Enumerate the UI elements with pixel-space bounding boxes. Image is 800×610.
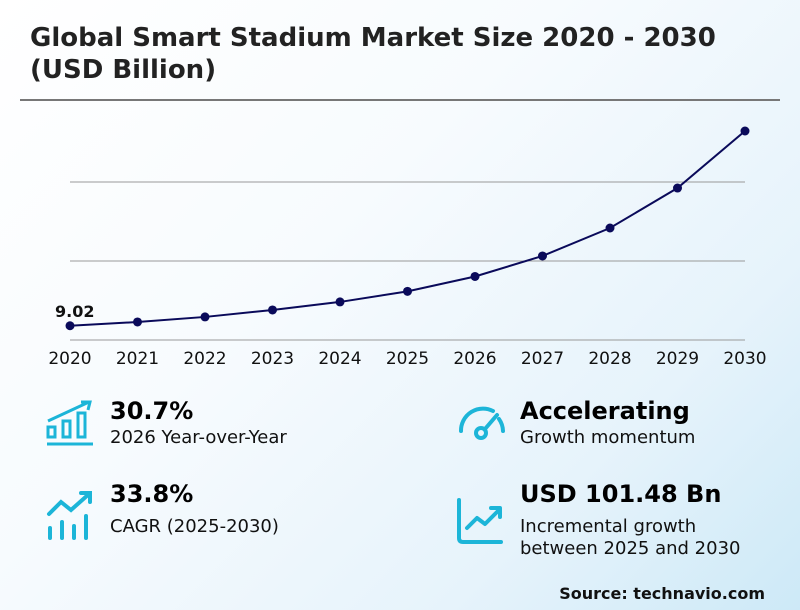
x-tick-label: 2030	[723, 349, 766, 369]
data-point-2024	[335, 297, 345, 307]
title-line-1: Global Smart Stadium Market Size 2020 - …	[30, 23, 716, 53]
x-tick-label: 2023	[251, 349, 294, 369]
stat-label: 2026 Year-over-Year	[110, 427, 287, 448]
line-chart-up-icon	[457, 498, 503, 544]
x-tick-label: 2029	[656, 349, 699, 369]
data-point-2030	[740, 126, 750, 136]
data-point-2023	[268, 305, 277, 315]
x-tick-label: 2020	[48, 349, 91, 369]
data-point-2020	[65, 321, 75, 331]
title-line-2: (USD Billion)	[30, 55, 217, 85]
stat-value: 30.7%	[110, 397, 194, 425]
data-point-2028	[605, 223, 615, 233]
x-tick-label: 2022	[183, 349, 226, 369]
data-point-2025	[403, 286, 412, 296]
gauge-icon	[458, 406, 505, 440]
data-point-2026	[470, 271, 480, 281]
data-point-2027	[538, 251, 547, 261]
x-tick-label: 2027	[521, 349, 564, 369]
data-point-2022	[200, 312, 210, 322]
stat-value: Accelerating	[520, 397, 690, 425]
stat-label: CAGR (2025-2030)	[110, 516, 279, 537]
bar-chart-up-icon	[46, 400, 93, 446]
stat-label: Growth momentum	[520, 427, 696, 448]
data-point-2029	[673, 183, 682, 193]
stat-value: USD 101.48 Bn	[520, 480, 722, 508]
stat-label-line-1: Incremental growth	[520, 516, 697, 537]
title-divider	[20, 99, 780, 101]
data-point-2021	[133, 317, 142, 327]
chart-title: Global Smart Stadium Market Size 2020 - …	[30, 22, 716, 86]
x-tick-label: 2021	[116, 349, 159, 369]
x-axis-ticks: 2020 2021 2022 2023 2024 2025 2026 2027 2028 2029…	[48, 349, 766, 369]
x-tick-label: 2025	[386, 349, 429, 369]
gridlines	[70, 181, 745, 341]
line-chart: 2020 2021 2022 2023 2024 2025 2026 2027 2028 2029…	[48, 126, 767, 369]
series-line	[69, 130, 746, 327]
stat-value: 33.8%	[110, 480, 194, 508]
x-tick-label: 2026	[453, 349, 496, 369]
x-tick-label: 2028	[588, 349, 631, 369]
stat-label-line-2: between 2025 and 2030	[520, 538, 741, 559]
source-credit: Source: technavio.com	[559, 584, 765, 603]
x-tick-label: 2024	[318, 349, 361, 369]
trend-bars-icon	[47, 491, 92, 540]
data-points	[65, 126, 750, 331]
data-label-2020: 9.02	[55, 302, 94, 321]
